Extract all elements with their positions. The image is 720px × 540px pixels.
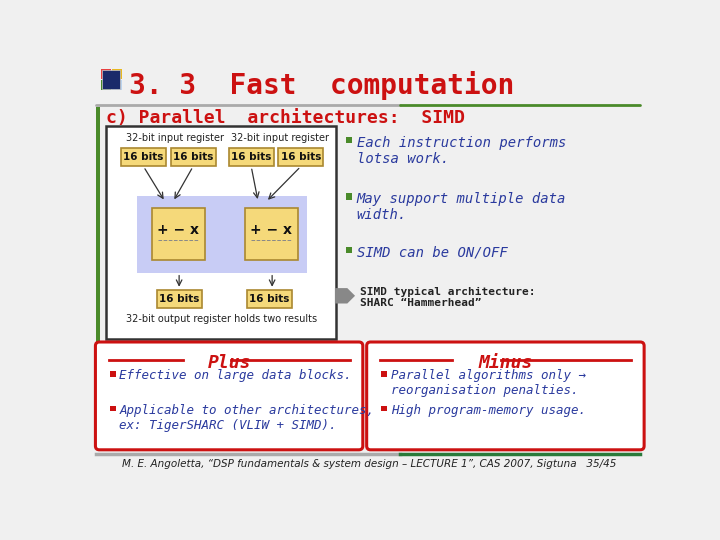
Bar xyxy=(157,289,202,308)
Text: 3. 3  Fast  computation: 3. 3 Fast computation xyxy=(129,71,514,100)
FancyBboxPatch shape xyxy=(107,126,336,339)
Text: Parallel algorithms only →
reorganisation penalties.: Parallel algorithms only → reorganisatio… xyxy=(391,369,585,397)
Text: M. E. Angoletta, “DSP fundamentals & system design – LECTURE 1”, CAS 2007, Sigtu: M. E. Angoletta, “DSP fundamentals & sys… xyxy=(122,459,616,469)
Bar xyxy=(229,148,274,166)
Text: 16 bits: 16 bits xyxy=(159,294,199,304)
Bar xyxy=(346,247,352,253)
Text: 16 bits: 16 bits xyxy=(173,152,213,162)
Text: SIMD typical architecture:
SHARC “Hammerhead”: SIMD typical architecture: SHARC “Hammer… xyxy=(360,287,535,308)
Bar xyxy=(382,372,387,377)
Text: Minus: Minus xyxy=(478,354,533,372)
Bar xyxy=(279,148,323,166)
Bar xyxy=(346,193,352,200)
Text: 32-bit input register: 32-bit input register xyxy=(231,132,329,143)
Bar xyxy=(101,80,111,90)
Polygon shape xyxy=(335,288,355,303)
Bar xyxy=(112,70,122,79)
Bar xyxy=(102,70,120,89)
Bar xyxy=(112,80,122,90)
Text: 32-bit input register: 32-bit input register xyxy=(127,132,225,143)
Text: Effective on large data blocks.: Effective on large data blocks. xyxy=(120,369,352,382)
Bar xyxy=(101,70,111,79)
Text: May support multiple data
width.: May support multiple data width. xyxy=(356,192,566,222)
Bar xyxy=(245,208,297,260)
Bar xyxy=(246,289,292,308)
FancyBboxPatch shape xyxy=(366,342,644,450)
Text: 16 bits: 16 bits xyxy=(231,152,271,162)
Text: 32-bit output register holds two results: 32-bit output register holds two results xyxy=(126,314,317,325)
Bar xyxy=(346,137,352,143)
Bar xyxy=(121,148,166,166)
Text: Each instruction performs
lotsa work.: Each instruction performs lotsa work. xyxy=(356,136,566,166)
Bar xyxy=(110,372,116,377)
Text: 16 bits: 16 bits xyxy=(123,152,163,162)
Bar xyxy=(137,195,307,273)
Bar xyxy=(96,107,100,438)
Text: High program-memory usage.: High program-memory usage. xyxy=(391,403,585,416)
Bar xyxy=(110,406,116,411)
Bar xyxy=(382,406,387,411)
Text: + − x: + − x xyxy=(251,222,292,237)
Text: Applicable to other architectures,
ex: TigerSHARC (VLIW + SIMD).: Applicable to other architectures, ex: T… xyxy=(120,403,374,431)
Text: Plus: Plus xyxy=(207,354,251,372)
Bar xyxy=(171,148,215,166)
FancyBboxPatch shape xyxy=(96,342,363,450)
Text: 16 bits: 16 bits xyxy=(281,152,321,162)
Bar xyxy=(152,208,204,260)
Text: SIMD can be ON/OFF: SIMD can be ON/OFF xyxy=(356,246,508,260)
Text: 16 bits: 16 bits xyxy=(249,294,289,304)
Text: c) Parallel  architectures:  SIMD: c) Parallel architectures: SIMD xyxy=(106,110,464,127)
Text: + − x: + − x xyxy=(158,222,199,237)
